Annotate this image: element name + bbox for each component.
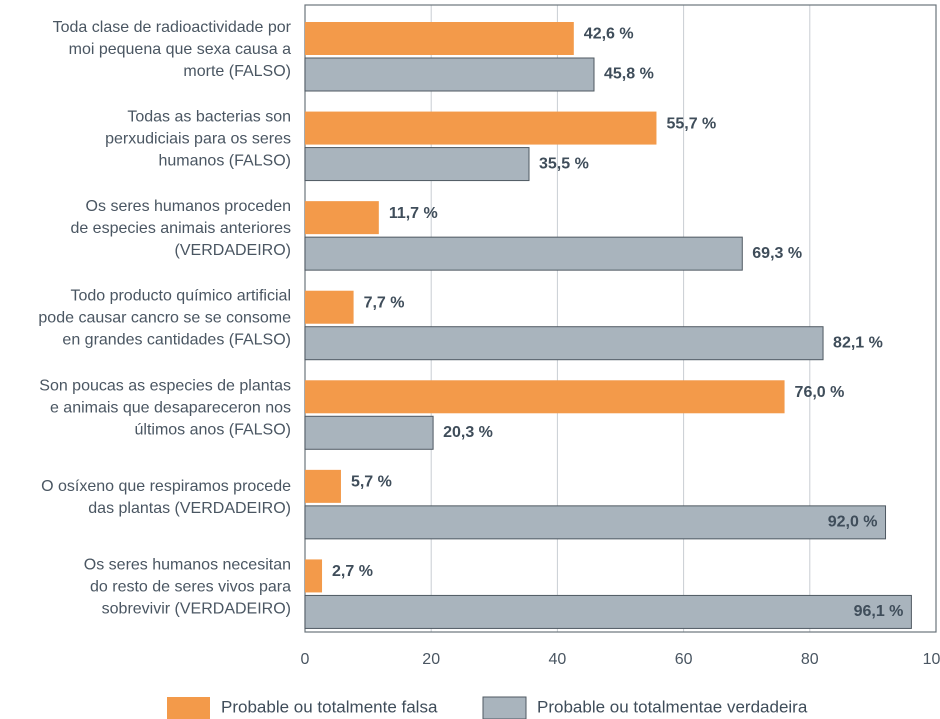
category-label: humanos (FALSO) (159, 153, 292, 170)
bar (304, 415, 434, 450)
category-label: do resto de seres vivos para (90, 578, 291, 595)
bar (305, 469, 341, 503)
legend-label: Probable ou totalmentae verdadeira (537, 697, 808, 716)
bar (304, 326, 824, 361)
value-label: 82,1 % (833, 334, 883, 351)
legend-swatch (482, 696, 527, 719)
category-label: Todo producto químico artificial (70, 288, 291, 305)
x-tick-label: 100 (923, 651, 940, 668)
x-tick-label: 20 (422, 651, 440, 668)
x-tick-label: 80 (801, 651, 819, 668)
bar (305, 380, 785, 414)
category-label: Os seres humanos proceden (86, 198, 291, 215)
bar (304, 236, 743, 271)
category-label: O osíxeno que respiramos procede (41, 478, 291, 495)
bar (305, 22, 574, 55)
value-label: 7,7 % (364, 294, 405, 311)
category-label: Toda clase de radioactividade por (53, 19, 292, 36)
legend-swatch (167, 697, 210, 719)
value-label: 76,0 % (795, 384, 845, 401)
category-label: das plantas (VERDADEIRO) (88, 500, 291, 517)
category-label: perxudiciais para os seres (105, 131, 291, 148)
bar (305, 201, 379, 235)
x-tick-label: 60 (675, 651, 693, 668)
bar (305, 111, 657, 145)
value-label: 5,7 % (351, 474, 392, 491)
value-label: 55,7 % (666, 115, 716, 132)
category-label: Os seres humanos necesitan (84, 556, 291, 573)
category-label: moi pequena que sexa causa a (69, 41, 291, 58)
value-label: 69,3 % (752, 245, 802, 262)
value-label: 35,5 % (539, 155, 589, 172)
category-label: de especies animais anteriores (70, 220, 291, 237)
bar (304, 505, 887, 540)
value-label: 92,0 % (828, 514, 878, 531)
category-label: Son poucas as especies de plantas (39, 377, 291, 394)
value-label: 20,3 % (443, 424, 493, 441)
category-label: Todas as bacterias son (127, 109, 291, 126)
value-label: 2,7 % (332, 563, 373, 580)
x-tick-label: 40 (549, 651, 567, 668)
bar (305, 290, 354, 324)
category-label: pode causar cancro se se consome (38, 310, 291, 327)
value-label: 96,1 % (854, 603, 904, 620)
value-label: 11,7 % (389, 205, 438, 222)
x-tick-label: 0 (301, 651, 310, 668)
bar (304, 147, 530, 182)
category-label: (VERDADEIRO) (175, 242, 291, 259)
category-label: morte (FALSO) (183, 63, 291, 80)
value-label: 45,8 % (604, 66, 654, 83)
category-label: en grandes cantidades (FALSO) (62, 332, 291, 349)
category-label: sobrevivir (VERDADEIRO) (102, 600, 291, 617)
value-label: 42,6 % (584, 26, 634, 43)
legend-label: Probable ou totalmente falsa (221, 697, 438, 716)
bar (304, 594, 912, 629)
bar (305, 559, 323, 593)
bar (304, 57, 595, 92)
category-label: e animais que desapareceron nos (50, 399, 291, 416)
category-label: últimos anos (FALSO) (135, 421, 292, 438)
